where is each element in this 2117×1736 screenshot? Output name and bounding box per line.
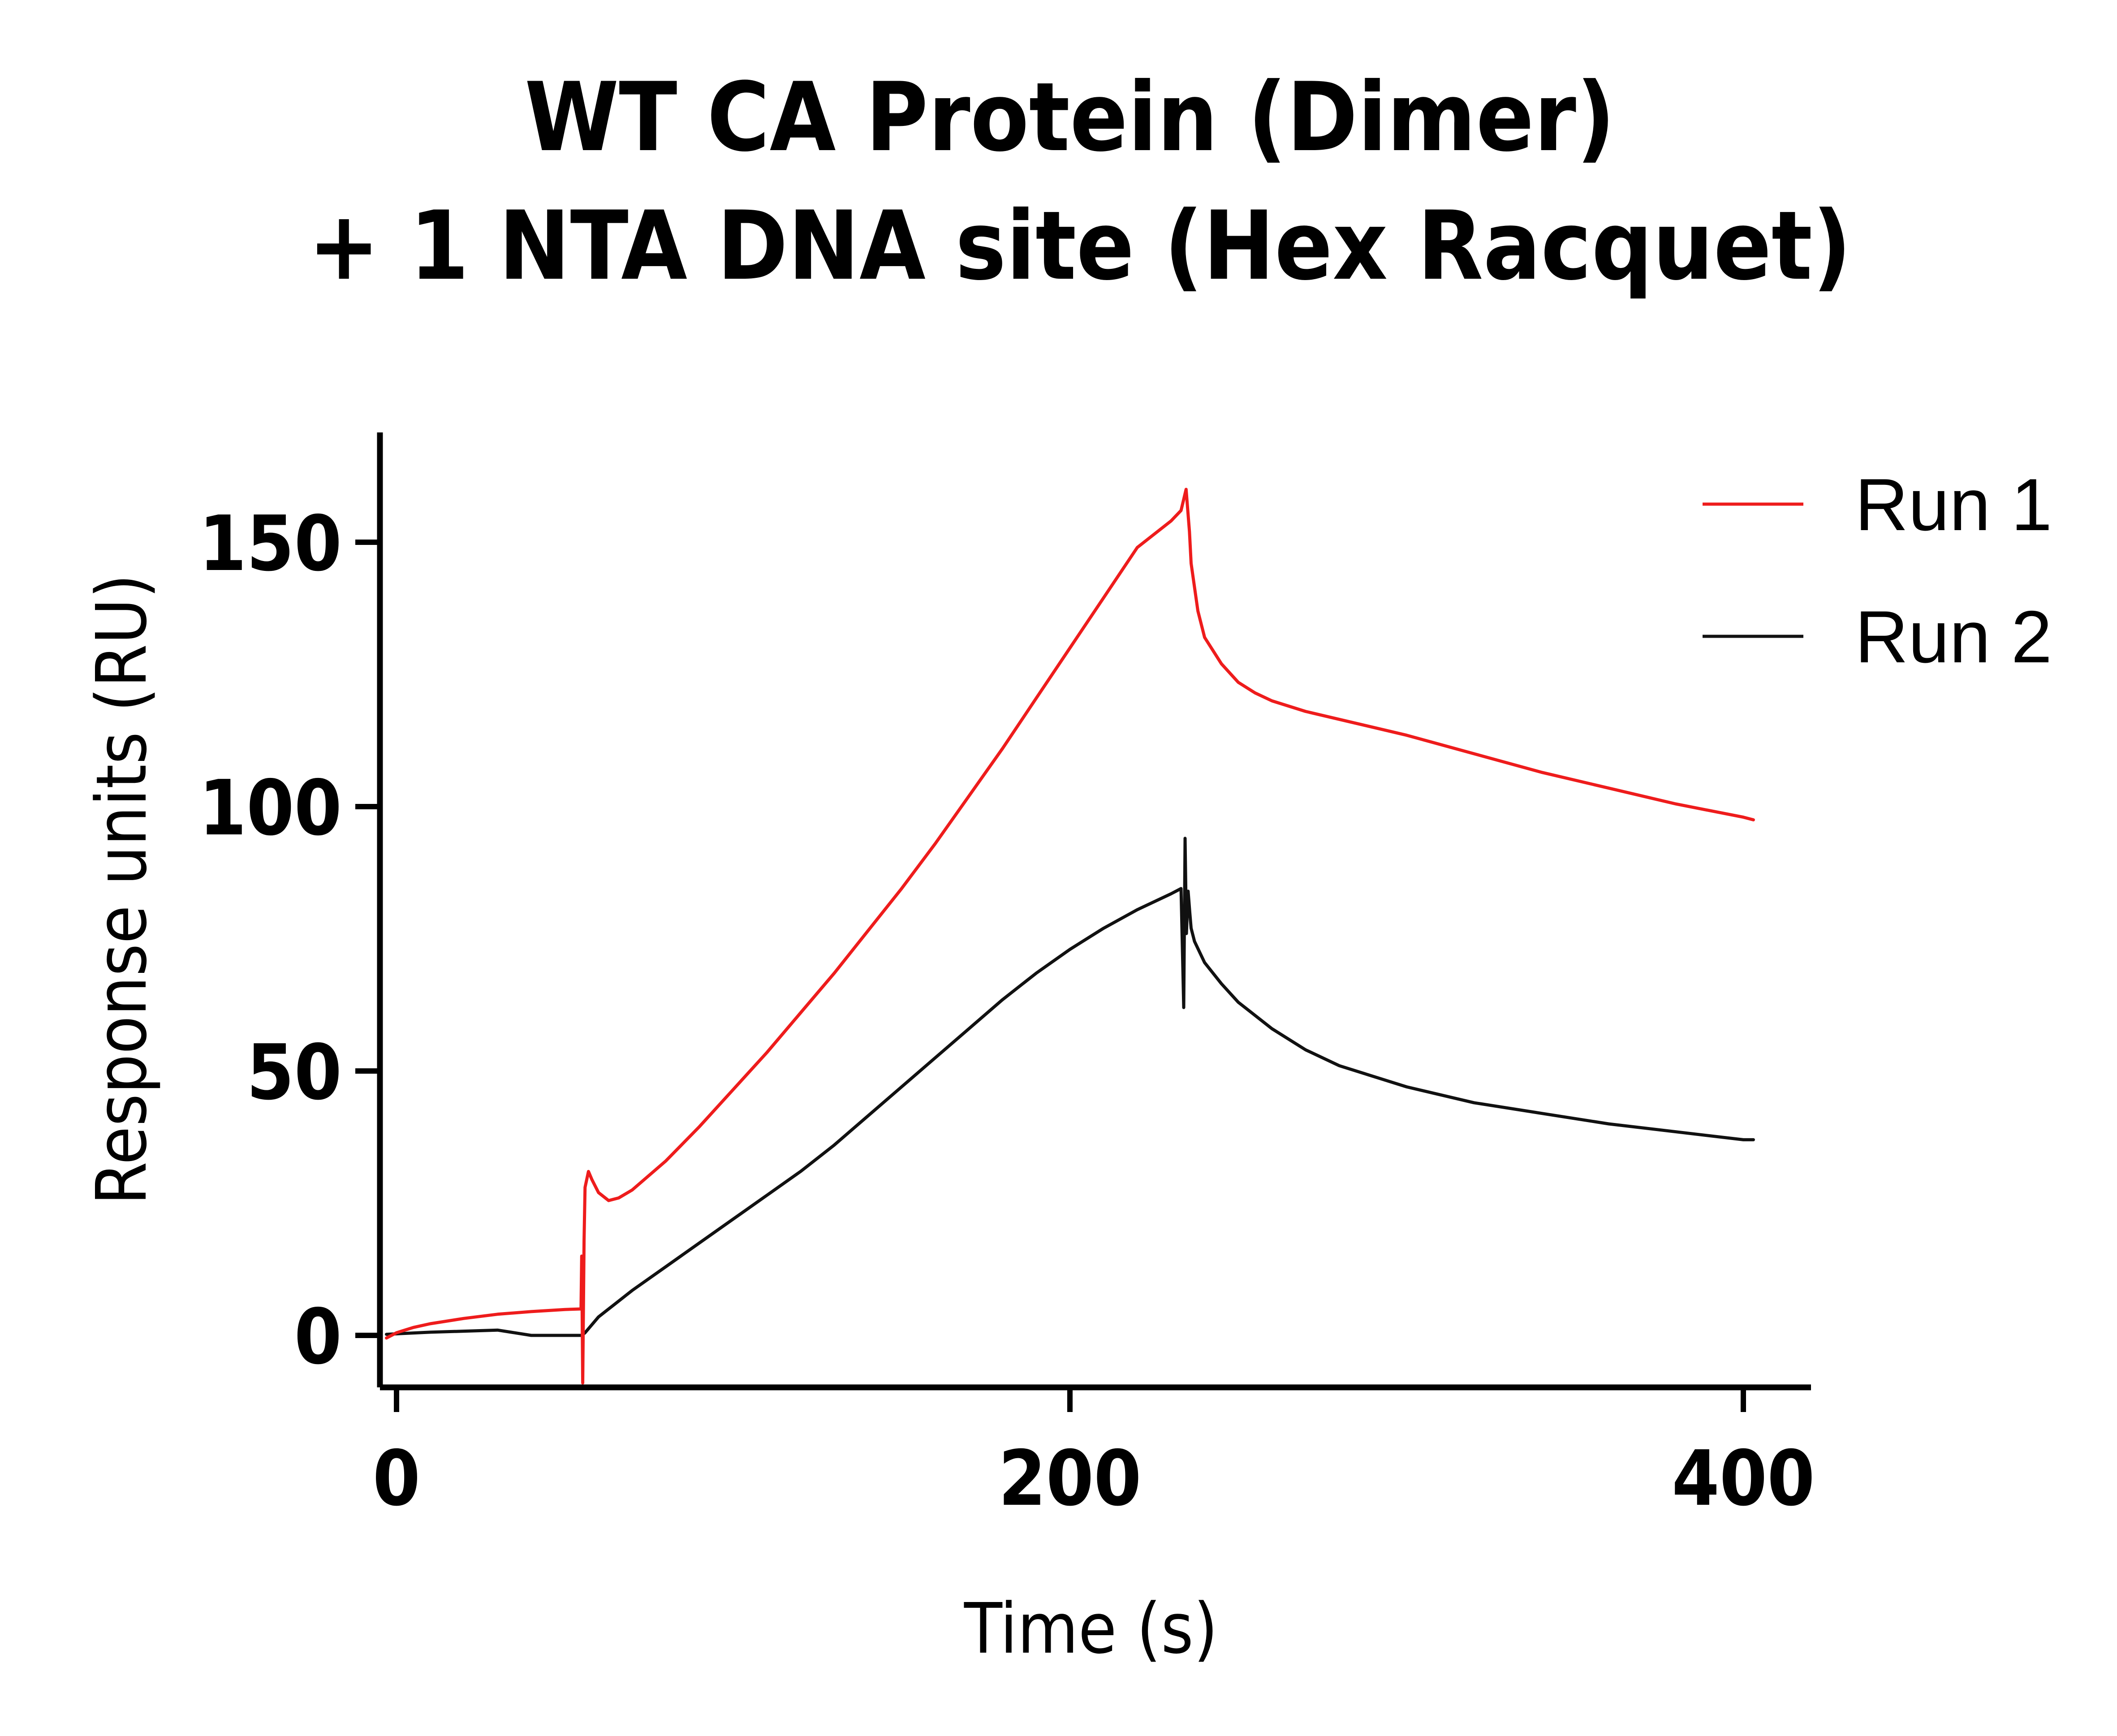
legend-label-run-1: Run 1: [1855, 463, 2052, 546]
y-axis: 0 50 100 150: [199, 432, 383, 1387]
y-axis-label: Response units (RU): [81, 574, 162, 1205]
y-tick-label: 150: [199, 500, 342, 588]
x-tick-label: 400: [1672, 1434, 1815, 1523]
x-tick-label: 0: [373, 1434, 420, 1523]
x-axis-label: Time (s): [964, 1588, 1218, 1669]
x-axis: 0 200 400: [373, 1384, 1815, 1523]
legend: Run 1 Run 2: [1703, 463, 2052, 678]
x-tick-label: 200: [998, 1434, 1141, 1523]
chart-title-line-1: WT CA Protein (Dimer): [525, 62, 1615, 173]
chart-title-line-2: + 1 NTA DNA site (Hex Racquet): [308, 190, 1851, 301]
series-line-run-2: [385, 837, 1755, 1337]
y-tick-label: 100: [199, 764, 342, 853]
chart-title: WT CA Protein (Dimer) + 1 NTA DNA site (…: [308, 62, 1851, 301]
y-tick-label: 50: [246, 1028, 342, 1117]
series-layer: [385, 488, 1755, 1385]
y-tick-label: 0: [294, 1293, 342, 1382]
legend-label-run-2: Run 2: [1855, 596, 2052, 678]
series-line-run-1: [385, 488, 1755, 1385]
